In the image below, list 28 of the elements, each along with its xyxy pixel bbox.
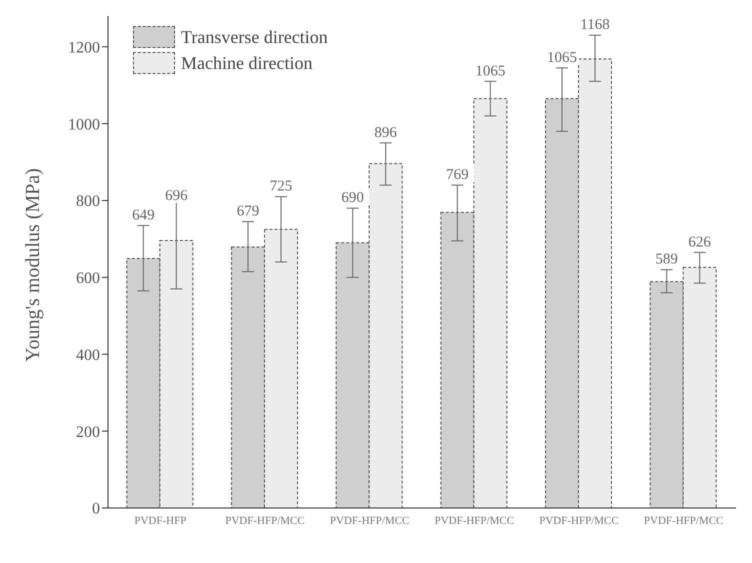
data-label: 1065 — [547, 50, 578, 66]
data-label: 696 — [165, 188, 188, 204]
legend-label: Transverse direction — [181, 26, 328, 48]
data-label: 769 — [446, 167, 469, 184]
legend-label: Machine direction — [181, 52, 312, 74]
x-tick-label: PVDF-HFP — [134, 514, 186, 527]
y-tick-label: 600 — [76, 270, 100, 288]
data-label: 649 — [132, 207, 155, 224]
x-tick-label: PVDF-HFP/MCC — [434, 514, 514, 527]
data-label: 589 — [655, 252, 678, 268]
x-tick-label: PVDF-HFP/MCC — [330, 514, 410, 527]
data-label: 1065 — [475, 63, 506, 80]
y-tick-label: 200 — [76, 424, 100, 441]
x-tick-label: PVDF-HFP/MCC — [225, 514, 305, 527]
x-tick-label: PVDF-HFP/MCC — [539, 514, 619, 527]
data-label: 626 — [688, 234, 712, 250]
data-label: 690 — [341, 190, 364, 206]
y-tick-label: 1000 — [68, 116, 100, 134]
data-label: 725 — [270, 178, 292, 195]
y-tick-label: 0 — [92, 500, 100, 518]
y-tick-label: 800 — [76, 193, 100, 210]
y-tick-label: 1200 — [68, 39, 100, 56]
data-label: 679 — [236, 204, 260, 220]
data-label: 896 — [374, 124, 398, 141]
y-tick-label: 400 — [76, 346, 100, 364]
y-axis-title: Young's modulus (MPa) — [22, 168, 44, 362]
x-tick-label: PVDF-HFP/MCC — [644, 514, 724, 527]
data-label: 1168 — [580, 17, 610, 34]
